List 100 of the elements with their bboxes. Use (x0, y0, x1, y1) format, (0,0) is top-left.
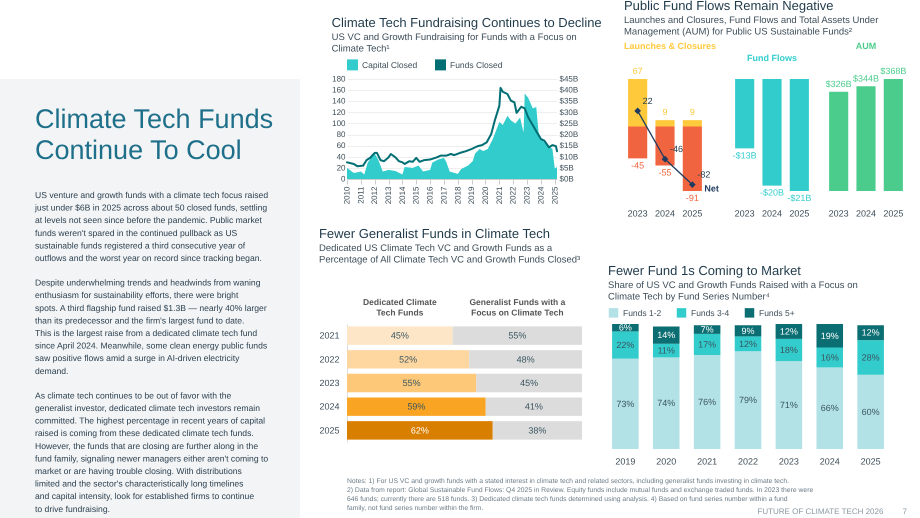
text: FUTURE OF CLIMATE TECH 2026 (757, 507, 884, 516)
y-tick-label: 60 (336, 141, 346, 150)
bar (612, 331, 639, 359)
legend-label: Funds 3-4 (691, 308, 730, 318)
bar (347, 374, 476, 392)
data-label: 19% (820, 330, 839, 341)
legend-label: Funds Closed (450, 60, 503, 70)
x-tick-label: 2024 (856, 208, 876, 218)
bar (347, 397, 486, 416)
data-label: 16% (820, 352, 839, 362)
y2-tick-label: $15B (560, 141, 578, 150)
y-tick-label: 2024 (319, 402, 340, 412)
x-tick-label: 2025 (682, 208, 702, 218)
x-tick-label: 2023 (734, 208, 755, 218)
data-label: -45 (631, 160, 644, 170)
x-tick-label: 2025 (883, 208, 904, 218)
bar (612, 358, 639, 449)
x-tick-label: 2016 (426, 186, 435, 204)
bar (816, 324, 844, 348)
data-label: -$20B (760, 188, 784, 198)
y2-tick-label: $25B (560, 118, 578, 128)
data-label: -$13B (732, 150, 757, 160)
data-label: 52% (399, 354, 418, 364)
bar (694, 354, 720, 449)
y-tick-label: 120 (332, 108, 346, 117)
data-label: -$21B (787, 193, 812, 203)
data-label: 41% (524, 402, 543, 412)
x-tick-label: 2017 (439, 186, 448, 204)
chart-subtitle: Share of US VC and Growth Funds Raised with a Focus on Climate Tech by Fund Series Number⁴ (608, 280, 858, 302)
data-label: 22% (616, 340, 634, 350)
data-label: 76% (698, 396, 716, 407)
y-tick-label: 0 (341, 174, 346, 184)
data-label: -55 (658, 167, 672, 178)
x-tick-label: 2024 (536, 186, 546, 204)
data-label: 17% (698, 339, 716, 350)
x-tick-label: 2020 (480, 186, 490, 204)
data-label: 55% (508, 330, 526, 341)
y-tick-label: 180 (332, 74, 346, 84)
data-label: 6% (618, 322, 632, 333)
y2-tick-label: $35B (560, 96, 578, 106)
y-tick-label: 2022 (319, 354, 340, 364)
x-tick-label: 2023 (828, 208, 849, 218)
data-label: 18% (780, 344, 798, 355)
data-label: 62% (410, 425, 429, 436)
data-label: 38% (528, 425, 546, 436)
bar (469, 350, 582, 369)
y-tick-label: 80 (336, 130, 346, 140)
y-tick-label: 2023 (319, 378, 340, 388)
data-label: $368B (880, 66, 906, 76)
data-label: 45% (520, 378, 538, 388)
text: Despite underwhelming trends and headwinds from waning enthusiasm for sustainability efforts, there were bright spots. A third flagship fund raised $1.3B — nearly 40% larger than its predecessor and the firm's largest fund to date. This is the largest raise from a dedicated climate tech fund since April 2024. Meanwhile, some clean energy public funds saw positive flows amid a surge in AI-driven electricity demand. (35, 278, 268, 376)
bar (347, 421, 493, 440)
data-label: $326B (826, 78, 852, 89)
data-label: 45% (390, 330, 409, 341)
legend-label: Funds 1-2 (623, 308, 662, 318)
data-label: 9 (690, 107, 695, 118)
y-tick-label: 2021 (319, 330, 340, 341)
y-tick-label: 20 (336, 163, 346, 172)
y-tick-label: 140 (332, 96, 346, 106)
text: Launches & Closures (624, 41, 716, 51)
data-label: 66% (820, 403, 839, 414)
y2-tick-label: $5B (560, 163, 574, 172)
chart-title: Public Fund Flows Remain Negative (624, 0, 834, 13)
legend-label: Funds 5+ (759, 308, 795, 318)
data-label: 28% (862, 352, 880, 362)
bar (857, 340, 884, 375)
chart-title: Fewer Fund 1s Coming to Market (608, 263, 802, 278)
x-tick-label: 2024 (654, 208, 676, 218)
chart-title: Climate Tech Fundraising Continues to Decline (332, 15, 602, 30)
chart-title: Fund Flows (747, 53, 797, 63)
line-series (346, 86, 558, 168)
x-tick-label: 2013 (384, 186, 394, 204)
text: Launches and Closures, Fund Flows and Total Assets Under Management (AUM) for Public US Sustainable Funds² (624, 15, 878, 38)
data-label: 48% (516, 354, 535, 364)
series-label: Dedicated Climate Tech Funds (363, 297, 437, 318)
data-label: 14% (657, 330, 676, 340)
y2-tick-label: $45B (560, 74, 578, 84)
x-tick-label: 2021 (697, 456, 718, 466)
data-label: 60% (862, 406, 880, 417)
data-label: 71% (780, 400, 798, 410)
chart-subtitle: US VC and Growth Fundraising for Funds with a Focus on Climate Tech¹ (332, 32, 577, 54)
data-label: 74% (657, 398, 676, 408)
data-label: 55% (402, 378, 421, 388)
bar (857, 374, 884, 449)
data-label: 79% (738, 395, 758, 406)
y-tick-label: 2025 (319, 425, 340, 436)
bar (476, 374, 582, 392)
x-tick-label: 2015 (412, 186, 421, 204)
x-tick-label: 2023 (778, 456, 799, 466)
data-label: 59% (407, 402, 426, 412)
y2-tick-label: $10B (560, 152, 578, 162)
y2-tick-label: $0B (560, 174, 574, 184)
x-tick-label: 2023 (522, 186, 532, 204)
bar (776, 361, 802, 449)
chart-title: Fewer Generalist Funds in Climate Tech (318, 226, 550, 241)
y2-tick-label: $40B (560, 86, 578, 95)
x-tick-label: 2023 (628, 208, 648, 218)
text: Climate Tech Funds Continue To Cool (35, 104, 274, 165)
x-tick-label: 2025 (550, 186, 560, 204)
bar (452, 326, 582, 345)
